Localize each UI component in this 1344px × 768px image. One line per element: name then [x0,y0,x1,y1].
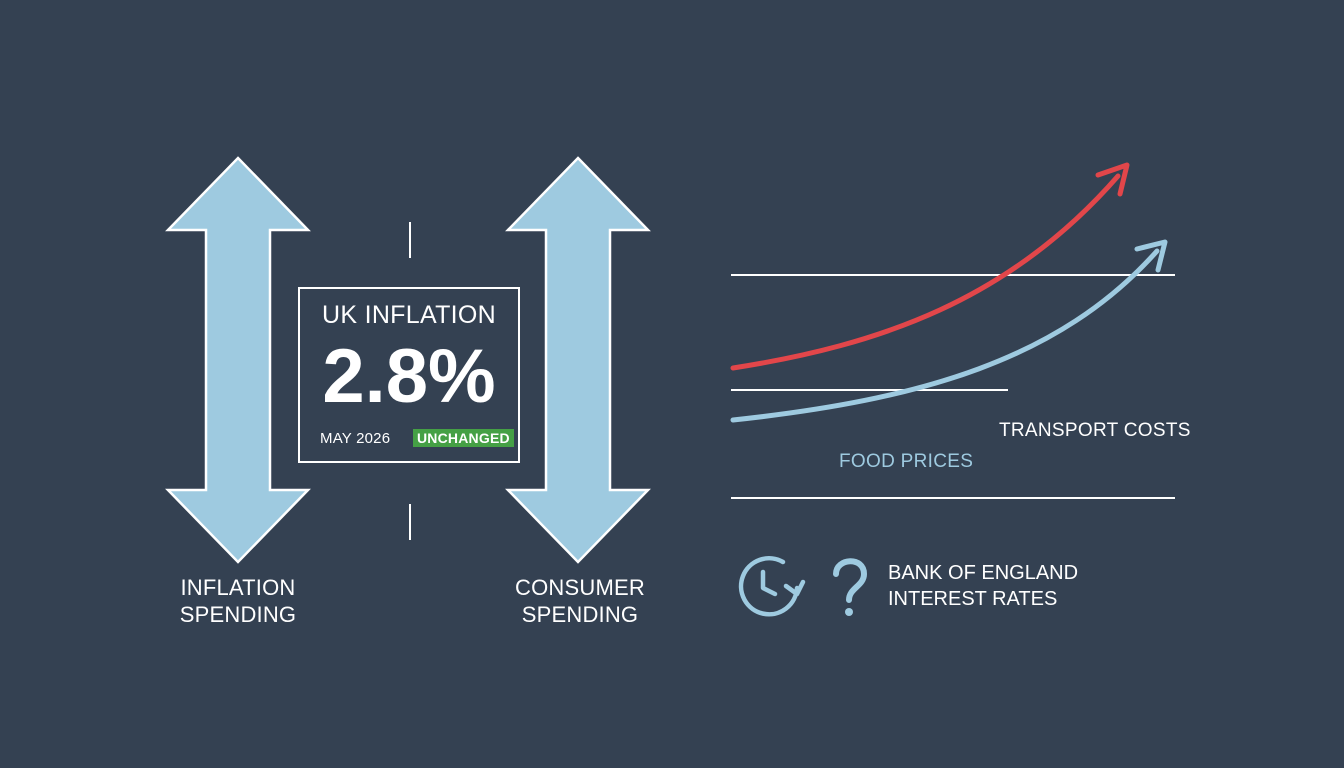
question-mark-icon [833,558,867,603]
food-prices-trend-line [730,248,1160,423]
food-prices-label: FOOD PRICES [839,451,974,472]
transport-costs-label: TRANSPORT COSTS [999,420,1191,441]
bank-label-line2: INTEREST RATES [888,588,1058,610]
left-arrow-label-line1: INFLATION [180,575,296,600]
transport-arrowhead [1095,162,1130,197]
food-arrowhead [1134,239,1168,273]
left-up-down-arrow-icon [165,156,311,564]
stat-value: 2.8% [322,334,496,419]
inflation-stat-card: UK INFLATION 2.8% MAY 2026 UNCHANGED [298,287,520,463]
right-arrow-label: CONSUMER SPENDING [490,574,670,628]
right-arrow-label-line2: SPENDING [521,602,639,627]
stat-date: MAY 2026 [320,430,391,447]
status-badge: UNCHANGED [413,429,514,447]
bank-of-england-label: BANK OF ENGLAND INTEREST RATES [888,560,1078,612]
left-arrow-label-line2: SPENDING [179,602,297,627]
right-arrow-label-line1: CONSUMER [515,575,645,600]
transport-costs-trend-line [730,173,1121,371]
stat-title: UK INFLATION [322,301,496,329]
question-mark-dot [845,608,853,616]
bank-label-line1: BANK OF ENGLAND [888,562,1079,584]
left-arrow-label: INFLATION SPENDING [148,574,328,628]
clock-refresh-icon [738,556,806,617]
right-up-down-arrow-icon [505,156,651,564]
